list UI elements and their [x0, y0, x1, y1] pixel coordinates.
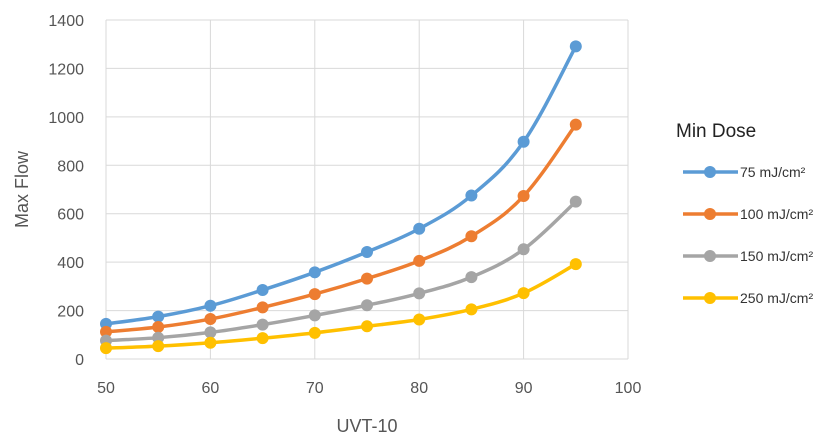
data-point — [204, 313, 217, 326]
y-tick-label: 200 — [57, 304, 84, 321]
legend-marker — [704, 292, 716, 304]
data-point — [308, 309, 321, 322]
legend-marker — [704, 250, 716, 262]
grid — [105, 19, 629, 360]
series-4 — [100, 258, 582, 355]
data-point — [517, 243, 530, 256]
data-point — [413, 287, 426, 300]
x-tick-label: 50 — [97, 380, 115, 397]
y-tick-label: 1000 — [48, 110, 84, 127]
data-point — [256, 318, 269, 331]
axes: 0 200 400 600 800 1000 1200 1400 50 60 70 80 90 100 — [48, 13, 641, 397]
y-tick-label: 600 — [57, 207, 84, 224]
data-point — [569, 118, 582, 131]
legend-marker — [704, 166, 716, 178]
legend-item-2: 100 mJ/cm² — [683, 206, 813, 222]
x-tick-label: 90 — [515, 380, 533, 397]
series-line — [105, 262, 577, 350]
data-point — [204, 326, 217, 339]
data-point — [204, 336, 217, 349]
data-point — [308, 266, 321, 279]
data-point — [256, 332, 269, 345]
series-1 — [100, 40, 582, 330]
y-tick-label: 0 — [75, 352, 84, 369]
y-tick-label: 1200 — [48, 61, 84, 78]
series-line — [105, 200, 577, 343]
data-point — [517, 287, 530, 300]
data-point — [465, 303, 478, 316]
data-point — [152, 310, 165, 323]
legend-item-1: 75 mJ/cm² — [683, 164, 806, 180]
data-point — [361, 245, 373, 258]
series-line — [105, 123, 578, 334]
data-point — [517, 135, 530, 148]
data-point — [361, 299, 373, 312]
legend: 75 mJ/cm² 100 mJ/cm² 150 mJ/cm² 250 mJ/cm² — [683, 164, 813, 306]
y-axis-title: Max Flow — [12, 150, 32, 228]
y-tick-label: 1400 — [48, 13, 84, 30]
x-tick-label: 100 — [615, 380, 642, 397]
y-tick-label: 800 — [57, 158, 84, 175]
legend-title: Min Dose — [676, 121, 756, 142]
series-3 — [100, 195, 582, 347]
data-point — [152, 331, 165, 344]
data-point — [256, 301, 269, 314]
data-point — [308, 288, 321, 301]
series-lines — [100, 40, 582, 355]
data-point — [569, 40, 582, 53]
data-point — [413, 313, 426, 326]
legend-marker — [704, 208, 716, 220]
legend-label: 100 mJ/cm² — [740, 206, 813, 222]
x-tick-label: 80 — [410, 380, 428, 397]
data-point — [100, 342, 112, 355]
data-point — [152, 321, 165, 334]
data-point — [413, 254, 426, 267]
legend-label: 250 mJ/cm² — [740, 290, 813, 306]
data-point — [256, 283, 269, 296]
data-point — [100, 325, 112, 338]
legend-label: 150 mJ/cm² — [740, 248, 813, 264]
data-point — [465, 271, 478, 284]
data-point — [569, 258, 582, 271]
series-2 — [100, 118, 582, 338]
data-point — [152, 340, 165, 353]
x-tick-label: 70 — [306, 380, 324, 397]
data-point — [465, 230, 478, 243]
x-tick-label: 60 — [202, 380, 220, 397]
legend-item-3: 150 mJ/cm² — [683, 248, 813, 264]
data-point — [465, 189, 478, 202]
legend-item-4: 250 mJ/cm² — [683, 290, 813, 306]
x-axis-title: UVT-10 — [336, 416, 397, 436]
series-line — [105, 45, 578, 326]
data-point — [361, 320, 373, 333]
y-tick-label: 400 — [57, 255, 84, 272]
data-point — [308, 326, 321, 339]
data-point — [517, 190, 530, 203]
data-point — [413, 222, 426, 235]
data-point — [204, 299, 217, 312]
data-point — [361, 272, 373, 285]
legend-label: 75 mJ/cm² — [740, 164, 806, 180]
data-point — [569, 195, 582, 208]
